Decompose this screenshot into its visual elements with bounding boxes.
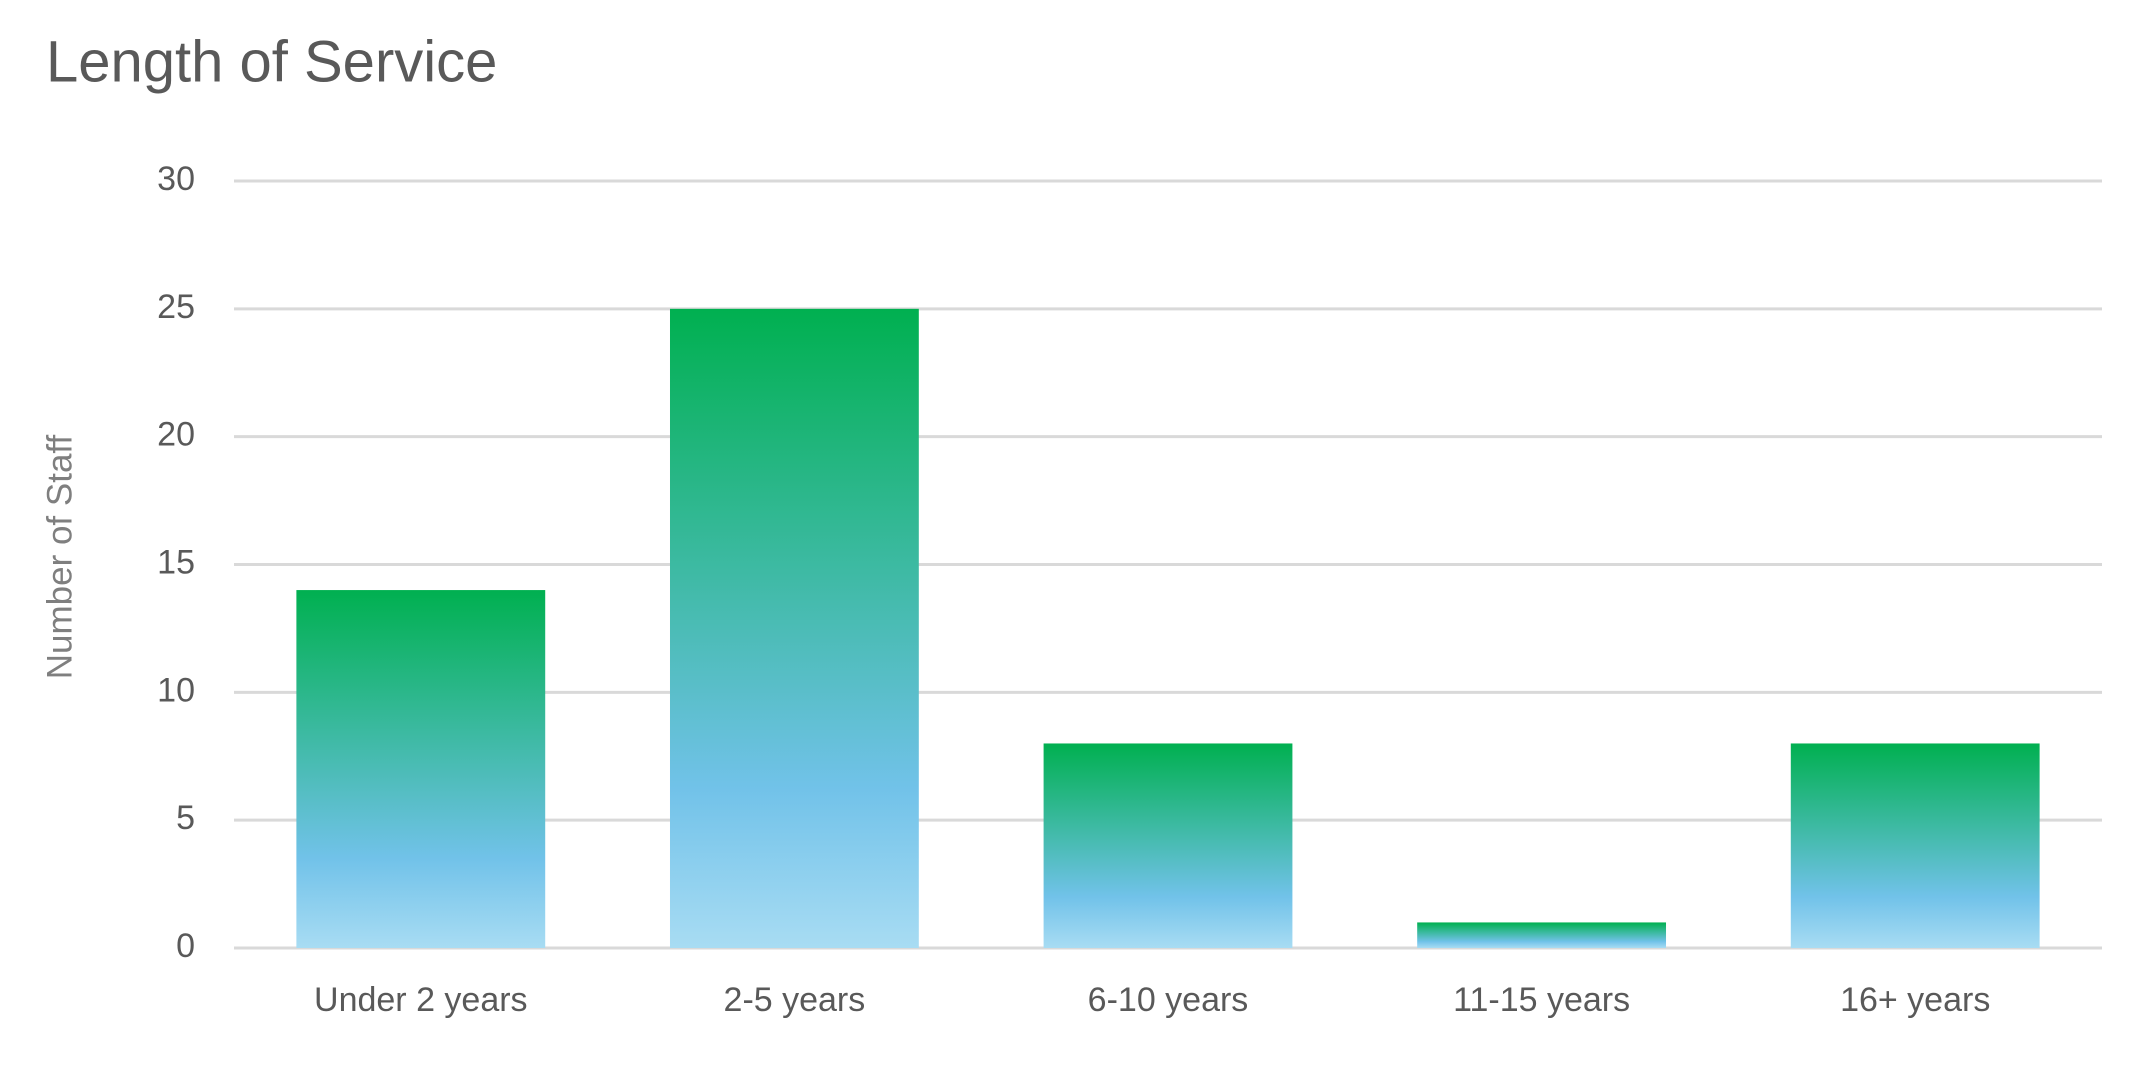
x-tick-label: Under 2 years bbox=[314, 981, 528, 1019]
bar bbox=[669, 308, 919, 948]
y-tick-label: 30 bbox=[157, 160, 195, 198]
y-axis-label: Number of Staff bbox=[40, 434, 79, 679]
y-tick-label: 15 bbox=[157, 543, 195, 581]
x-tick-label: 6-10 years bbox=[1088, 981, 1249, 1019]
y-tick-label: 5 bbox=[176, 799, 195, 837]
x-tick-label: 16+ years bbox=[1840, 981, 1990, 1019]
y-tick-label: 25 bbox=[157, 288, 195, 326]
x-tick-label: 11-15 years bbox=[1453, 981, 1630, 1019]
bars bbox=[296, 308, 2040, 948]
y-tick-label: 20 bbox=[157, 416, 195, 454]
x-tick-label: 2-5 years bbox=[724, 981, 866, 1019]
bar bbox=[1043, 743, 1293, 948]
chart-title: Length of Service bbox=[46, 29, 497, 94]
bar bbox=[296, 590, 546, 948]
bar bbox=[1790, 743, 2040, 948]
bar bbox=[1417, 922, 1667, 948]
y-tick-label: 10 bbox=[157, 671, 195, 709]
y-tick-label: 0 bbox=[176, 927, 195, 965]
